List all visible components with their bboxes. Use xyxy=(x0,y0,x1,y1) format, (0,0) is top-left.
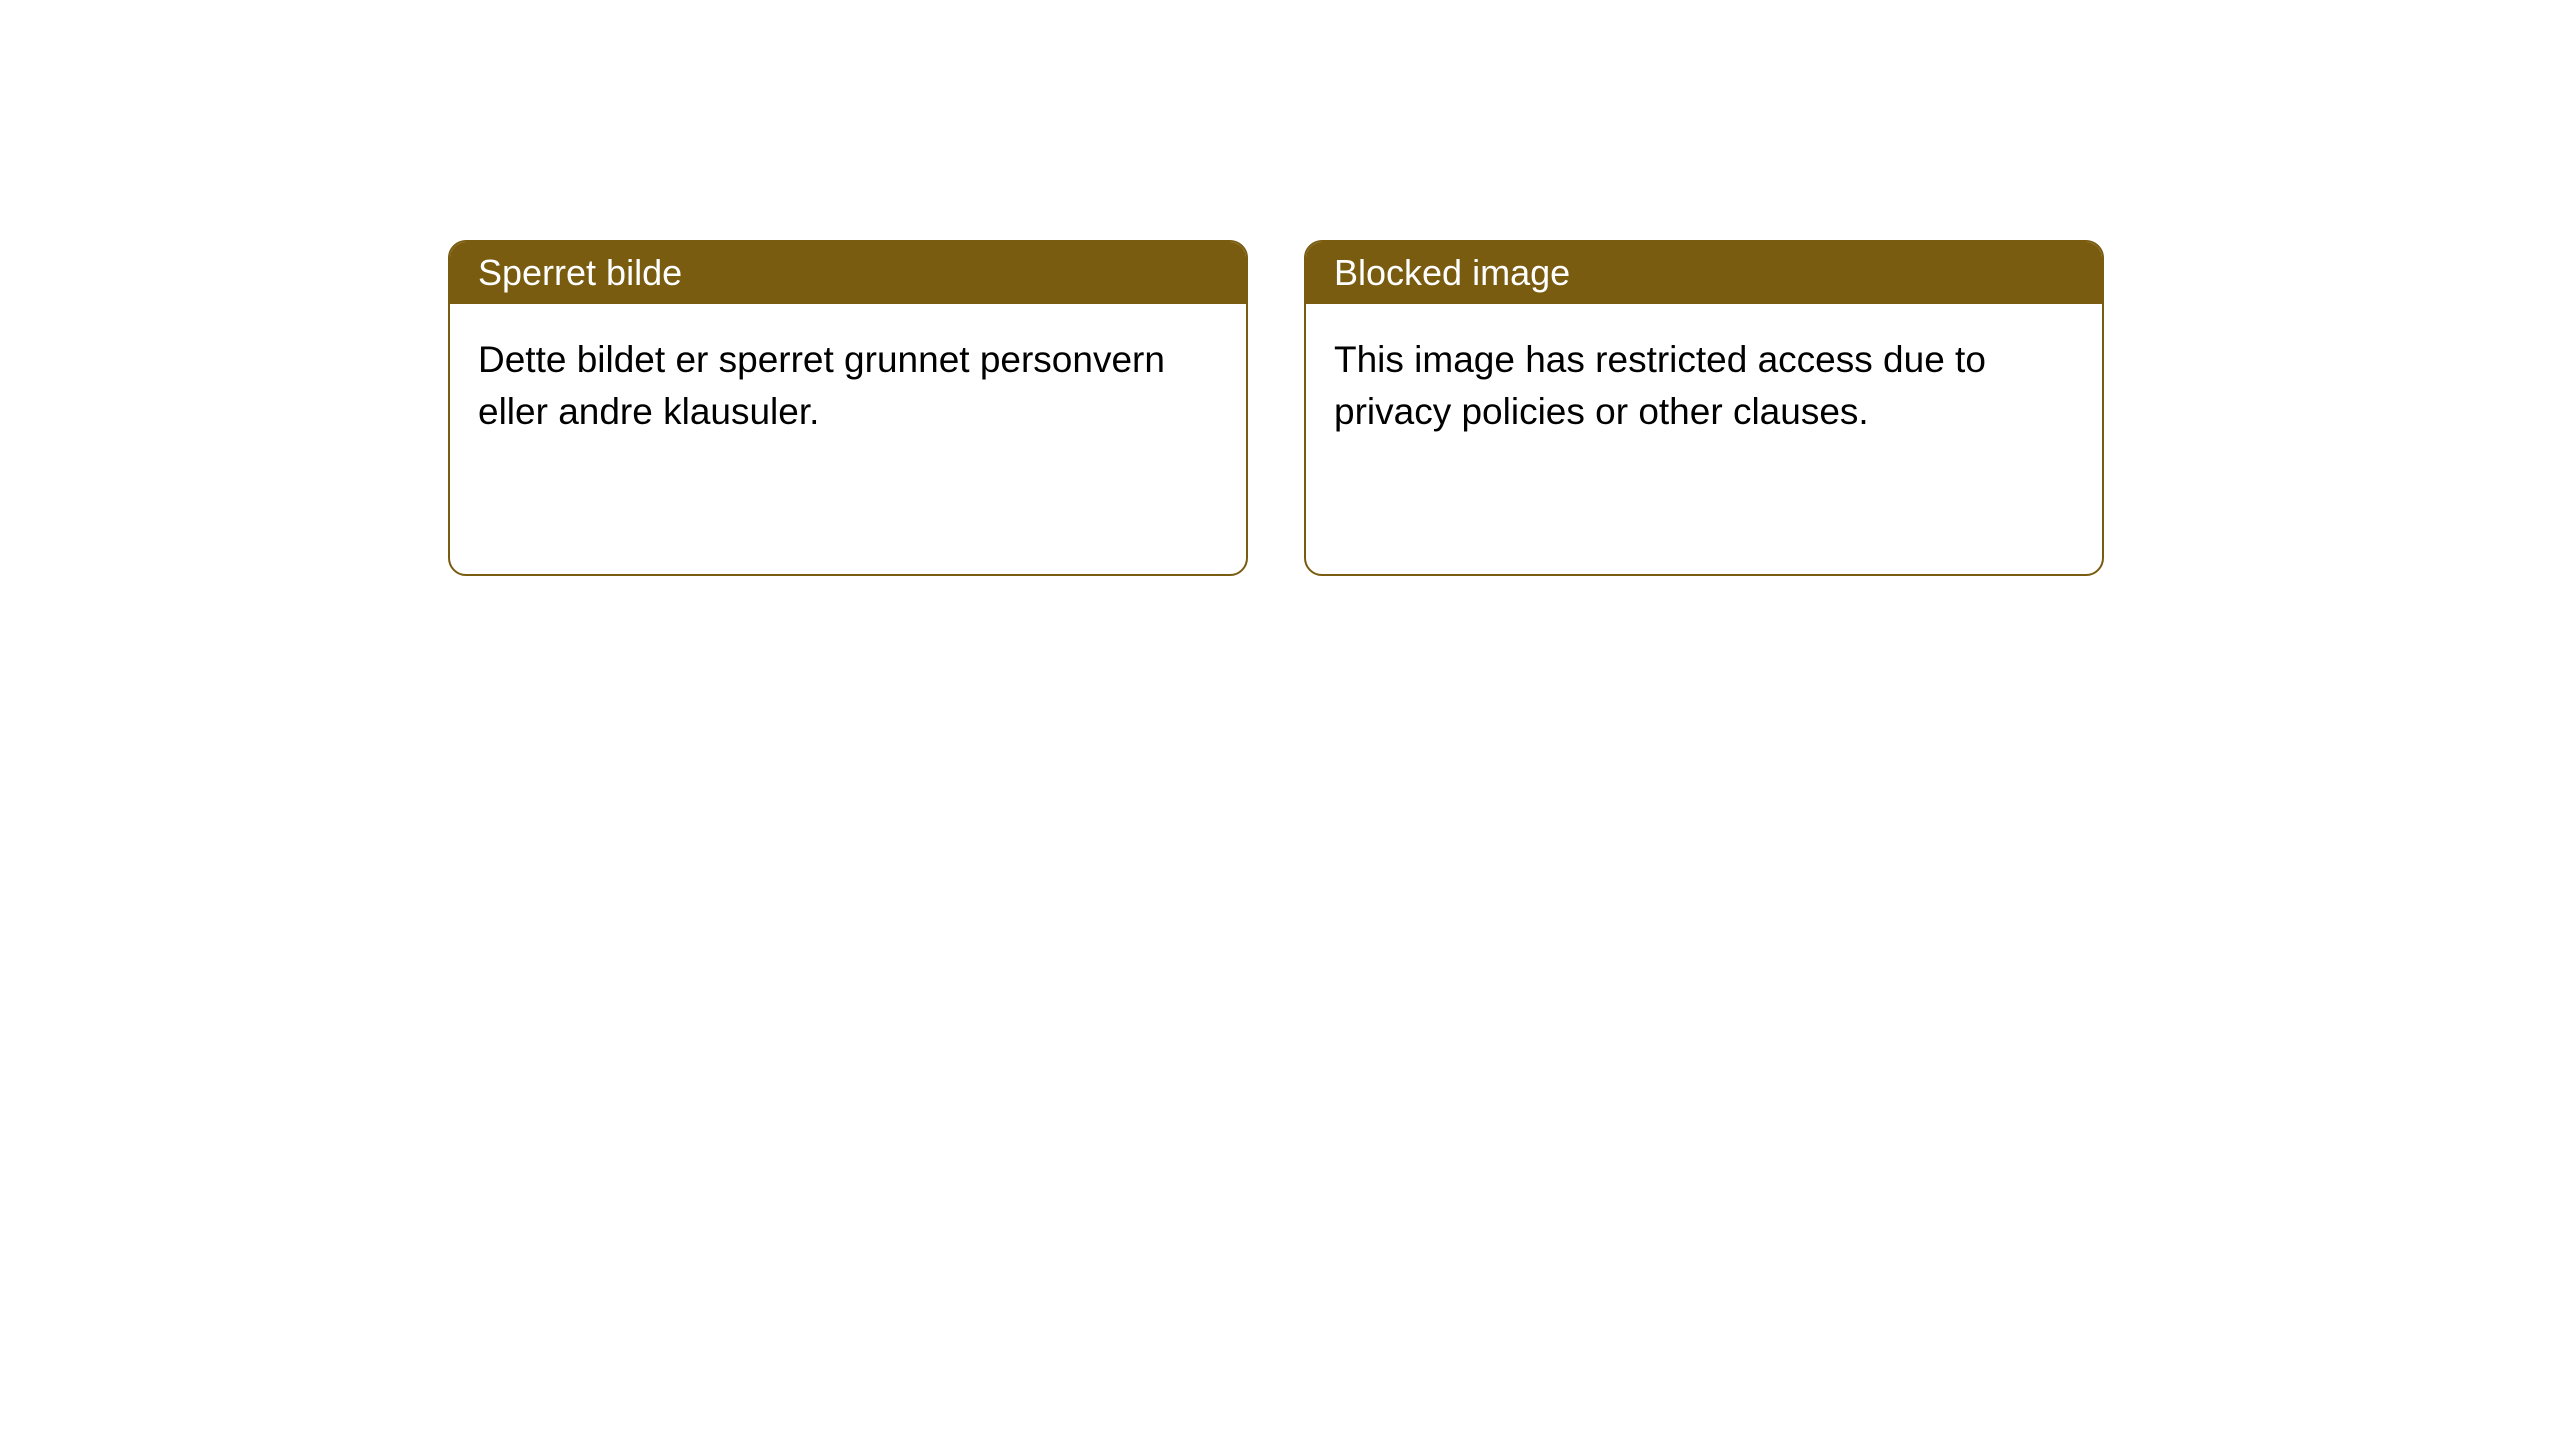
panel-header: Blocked image xyxy=(1306,242,2102,304)
notice-panels-container: Sperret bilde Dette bildet er sperret gr… xyxy=(448,240,2104,576)
notice-panel-english: Blocked image This image has restricted … xyxy=(1304,240,2104,576)
notice-panel-norwegian: Sperret bilde Dette bildet er sperret gr… xyxy=(448,240,1248,576)
panel-body: Dette bildet er sperret grunnet personve… xyxy=(450,304,1246,468)
panel-header: Sperret bilde xyxy=(450,242,1246,304)
panel-body: This image has restricted access due to … xyxy=(1306,304,2102,468)
